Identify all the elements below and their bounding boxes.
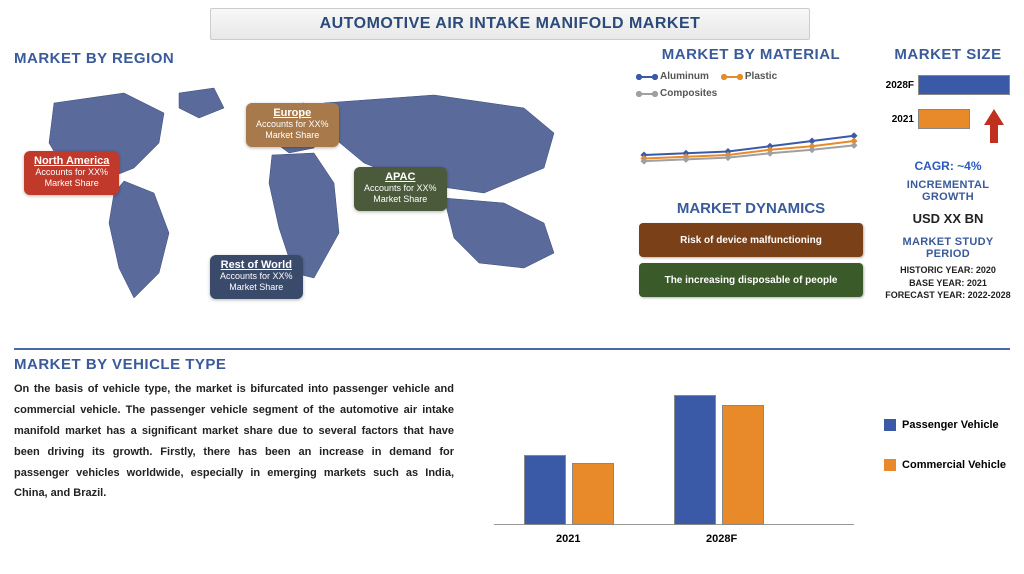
page-title: AUTOMOTIVE AIR INTAKE MANIFOLD MARKET xyxy=(210,8,810,40)
cagr-text: CAGR: ~4% xyxy=(884,159,1012,173)
study-line: BASE YEAR: 2021 xyxy=(884,277,1012,290)
world-map: North America Accounts for XX% Market Sh… xyxy=(14,73,594,323)
region-card-eu: Europe Accounts for XX% Market Share xyxy=(246,103,339,147)
size-bar-row: 2028F xyxy=(884,73,1012,97)
dynamics-card: The increasing disposable of people xyxy=(639,263,863,297)
vehicle-legend: Passenger Vehicle Commercial Vehicle xyxy=(884,419,1006,499)
vehicle-title: MARKET BY VEHICLE TYPE xyxy=(14,356,1010,373)
vehicle-bar xyxy=(524,455,566,525)
x-axis-label: 2021 xyxy=(556,533,580,545)
region-name: Europe xyxy=(256,107,329,119)
region-sub2: Market Share xyxy=(256,130,329,141)
study-line: FORECAST YEAR: 2022-2028 xyxy=(884,289,1012,302)
legend-swatch xyxy=(884,459,896,471)
region-sub1: Accounts for XX% xyxy=(34,167,109,178)
study-line: HISTORIC YEAR: 2020 xyxy=(884,264,1012,277)
region-sub2: Market Share xyxy=(220,282,293,293)
region-card-na: North America Accounts for XX% Market Sh… xyxy=(24,151,119,195)
bar-group xyxy=(674,395,764,525)
legend-swatch xyxy=(884,419,896,431)
material-title: MARKET BY MATERIAL xyxy=(634,46,868,63)
legend-item: Plastic xyxy=(723,71,777,82)
vehicle-section: MARKET BY VEHICLE TYPE On the basis of v… xyxy=(14,348,1010,549)
usd-value: USD XX BN xyxy=(884,211,1012,226)
arrow-stem xyxy=(990,123,998,143)
region-title: MARKET BY REGION xyxy=(14,50,620,67)
size-bar xyxy=(918,75,1010,95)
size-title: MARKET SIZE xyxy=(884,46,1012,63)
region-sub1: Accounts for XX% xyxy=(256,119,329,130)
vehicle-paragraph: On the basis of vehicle type, the market… xyxy=(14,379,454,549)
region-name: North America xyxy=(34,155,109,167)
vehicle-legend-item: Passenger Vehicle xyxy=(884,419,1006,431)
size-bar xyxy=(918,109,970,129)
vehicle-bar xyxy=(674,395,716,525)
vehicle-bar xyxy=(722,405,764,525)
legend-item: Aluminum xyxy=(638,71,709,82)
size-bar-label: 2028F xyxy=(884,80,918,91)
region-name: Rest of World xyxy=(220,259,293,271)
legend-label: Commercial Vehicle xyxy=(902,459,1006,471)
region-card-apac: APAC Accounts for XX% Market Share xyxy=(354,167,447,211)
legend-label: Passenger Vehicle xyxy=(902,419,999,431)
vehicle-legend-item: Commercial Vehicle xyxy=(884,459,1006,471)
study-period-title: MARKET STUDY PERIOD xyxy=(884,236,1012,260)
region-sub1: Accounts for XX% xyxy=(220,271,293,282)
size-section: MARKET SIZE 2028F 2021 CAGR: ~4% INCREMEN… xyxy=(884,46,1012,302)
material-line-chart xyxy=(634,103,864,193)
size-bars: 2028F 2021 xyxy=(884,73,1012,153)
bar-group xyxy=(524,455,614,525)
material-legend: Aluminum Plastic Composites xyxy=(638,71,868,99)
region-sub2: Market Share xyxy=(34,178,109,189)
region-name: APAC xyxy=(364,171,437,183)
incremental-growth: INCREMENTAL GROWTH xyxy=(884,179,1012,203)
dynamics-title: MARKET DYNAMICS xyxy=(634,200,868,217)
material-section: MARKET BY MATERIAL Aluminum Plastic Compos… xyxy=(634,46,868,297)
x-axis-label: 2028F xyxy=(706,533,737,545)
region-card-row: Rest of World Accounts for XX% Market Sh… xyxy=(210,255,303,299)
study-lines: HISTORIC YEAR: 2020BASE YEAR: 2021FORECA… xyxy=(884,264,1012,302)
region-sub2: Market Share xyxy=(364,194,437,205)
vehicle-bar-chart: Passenger Vehicle Commercial Vehicle 2021… xyxy=(454,379,1010,549)
dynamics-card: Risk of device malfunctioning xyxy=(639,223,863,257)
region-sub1: Accounts for XX% xyxy=(364,183,437,194)
size-bar-label: 2021 xyxy=(884,114,918,125)
legend-item: Composites xyxy=(638,88,717,99)
region-section: MARKET BY REGION North America Accounts … xyxy=(14,50,620,330)
vehicle-bar xyxy=(572,463,614,525)
